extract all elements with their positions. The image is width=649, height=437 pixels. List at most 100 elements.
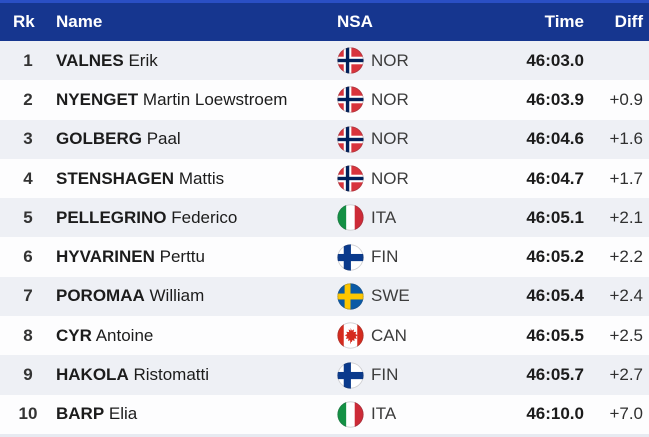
table-row[interactable]: 7 POROMAA William SWE 46:05.4 +2.4 (0, 276, 649, 317)
nsa-code: NOR (371, 129, 409, 149)
flag-icon (337, 204, 364, 231)
header-nsa: NSA (337, 12, 373, 31)
table-header-row: Rk Name NSA Time Diff (0, 0, 649, 41)
diff-cell: +0.9 (609, 89, 643, 109)
time-cell: 46:05.4 (526, 286, 584, 306)
time-cell: 46:03.0 (526, 50, 584, 70)
rank-cell: 2 (23, 89, 33, 109)
name-cell: STENSHAGEN Mattis (56, 169, 337, 189)
nsa-cell: NOR (337, 165, 457, 192)
diff-cell: +2.1 (609, 207, 643, 227)
flag-icon (337, 47, 364, 74)
athlete-first-name: William (149, 286, 205, 306)
name-cell: VALNES Erik (56, 51, 337, 71)
time-cell: 46:05.1 (526, 207, 584, 227)
nsa-cell: FIN (337, 361, 457, 389)
diff-cell: +2.7 (609, 365, 643, 385)
diff-cell: +2.2 (609, 247, 643, 267)
name-cell: CYR Antoine (56, 326, 337, 346)
rank-cell: 4 (23, 168, 33, 188)
name-cell: HYVARINEN Perttu (56, 247, 337, 267)
athlete-last-name: VALNES (56, 50, 124, 70)
table-row[interactable]: 5 PELLEGRINO Federico ITA 46:05.1 +2.1 (0, 198, 649, 238)
name-cell: BARP Elia (56, 404, 337, 424)
nsa-code: ITA (371, 404, 397, 424)
nsa-code: SWE (371, 286, 410, 306)
athlete-first-name: Martin Loewstroem (142, 89, 288, 109)
flag-icon (337, 401, 364, 428)
flag-icon (337, 244, 364, 271)
time-cell: 46:04.7 (526, 168, 584, 188)
athlete-last-name: CYR (56, 325, 92, 345)
flag-icon (337, 126, 364, 153)
table-row[interactable]: 8 CYR Antoine CAN 46:05.5 +2.5 (0, 316, 649, 356)
diff-cell: +2.5 (609, 325, 643, 345)
nsa-cell: NOR (337, 126, 457, 153)
athlete-last-name: HAKOLA (56, 365, 129, 385)
nsa-code: NOR (371, 168, 409, 188)
athlete-last-name: STENSHAGEN (56, 168, 175, 188)
flag-icon (337, 86, 364, 114)
header-name: Name (56, 12, 103, 31)
time-cell: 46:03.9 (526, 89, 584, 109)
name-cell: HAKOLA Ristomatti (56, 365, 337, 385)
name-cell: PELLEGRINO Federico (56, 208, 337, 228)
table-row[interactable]: 2 NYENGET Martin Loewstroem NOR 46:03.9 … (0, 80, 649, 120)
time-cell: 46:05.5 (526, 325, 584, 345)
diff-cell: +2.4 (609, 286, 643, 306)
table-row[interactable]: 10 BARP Elia ITA 46:10.0 +7.0 (0, 394, 649, 434)
rank-cell: 10 (18, 404, 38, 424)
name-cell: POROMAA William (56, 286, 337, 306)
nsa-code: FIN (371, 247, 399, 267)
table-row[interactable]: 9 HAKOLA Ristomatti FIN 46:05.7 +2.7 (0, 355, 649, 395)
name-cell: GOLBERG Paal (56, 129, 337, 149)
diff-cell: +7.0 (609, 404, 643, 424)
athlete-first-name: Ristomatti (133, 365, 210, 385)
time-cell: 46:04.6 (526, 129, 584, 149)
athlete-first-name: Paal (146, 129, 181, 149)
rank-cell: 9 (23, 365, 33, 385)
time-cell: 46:10.0 (526, 404, 584, 424)
athlete-first-name: Elia (108, 404, 138, 424)
header-time: Time (544, 12, 584, 31)
rank-cell: 6 (23, 247, 33, 267)
time-cell: 46:05.2 (526, 247, 584, 267)
next-row-sliver (0, 433, 649, 437)
rank-cell: 1 (23, 50, 33, 70)
table-row[interactable]: 3 GOLBERG Paal NOR 46:04.6 +1.6 (0, 119, 649, 159)
name-cell: NYENGET Martin Loewstroem (56, 90, 337, 110)
nsa-code: ITA (371, 207, 397, 227)
rank-cell: 8 (23, 325, 33, 345)
nsa-cell: NOR (337, 47, 457, 74)
nsa-cell: CAN (337, 322, 457, 349)
athlete-first-name: Erik (128, 50, 158, 70)
athlete-last-name: GOLBERG (56, 129, 142, 149)
table-row[interactable]: 6 HYVARINEN Perttu FIN 46:05.2 +2.2 (0, 237, 649, 277)
flag-icon (337, 361, 364, 389)
athlete-first-name: Antoine (95, 325, 154, 345)
flag-icon (337, 283, 364, 310)
nsa-cell: ITA (337, 401, 457, 428)
flag-icon (337, 322, 364, 349)
header-rank: Rk (13, 12, 35, 31)
table-row[interactable]: 4 STENSHAGEN Mattis NOR 46:04.7 +1.7 (0, 158, 649, 199)
nsa-code: CAN (371, 325, 407, 345)
nsa-cell: SWE (337, 283, 457, 310)
nsa-code: NOR (371, 89, 409, 109)
table-row[interactable]: 1 VALNES Erik NOR 46:03.0 (0, 41, 649, 81)
nsa-code: FIN (371, 365, 399, 385)
rank-cell: 5 (23, 207, 33, 227)
athlete-last-name: PELLEGRINO (56, 207, 167, 227)
nsa-cell: FIN (337, 244, 457, 271)
header-diff: Diff (614, 12, 643, 31)
athlete-last-name: POROMAA (56, 286, 145, 306)
diff-cell: +1.7 (609, 168, 643, 188)
athlete-first-name: Perttu (159, 247, 205, 267)
athlete-first-name: Mattis (178, 168, 225, 188)
athlete-last-name: HYVARINEN (56, 247, 155, 267)
nsa-cell: ITA (337, 204, 457, 231)
nsa-cell: NOR (337, 86, 457, 114)
rank-cell: 7 (23, 286, 33, 306)
nsa-code: NOR (371, 50, 409, 70)
